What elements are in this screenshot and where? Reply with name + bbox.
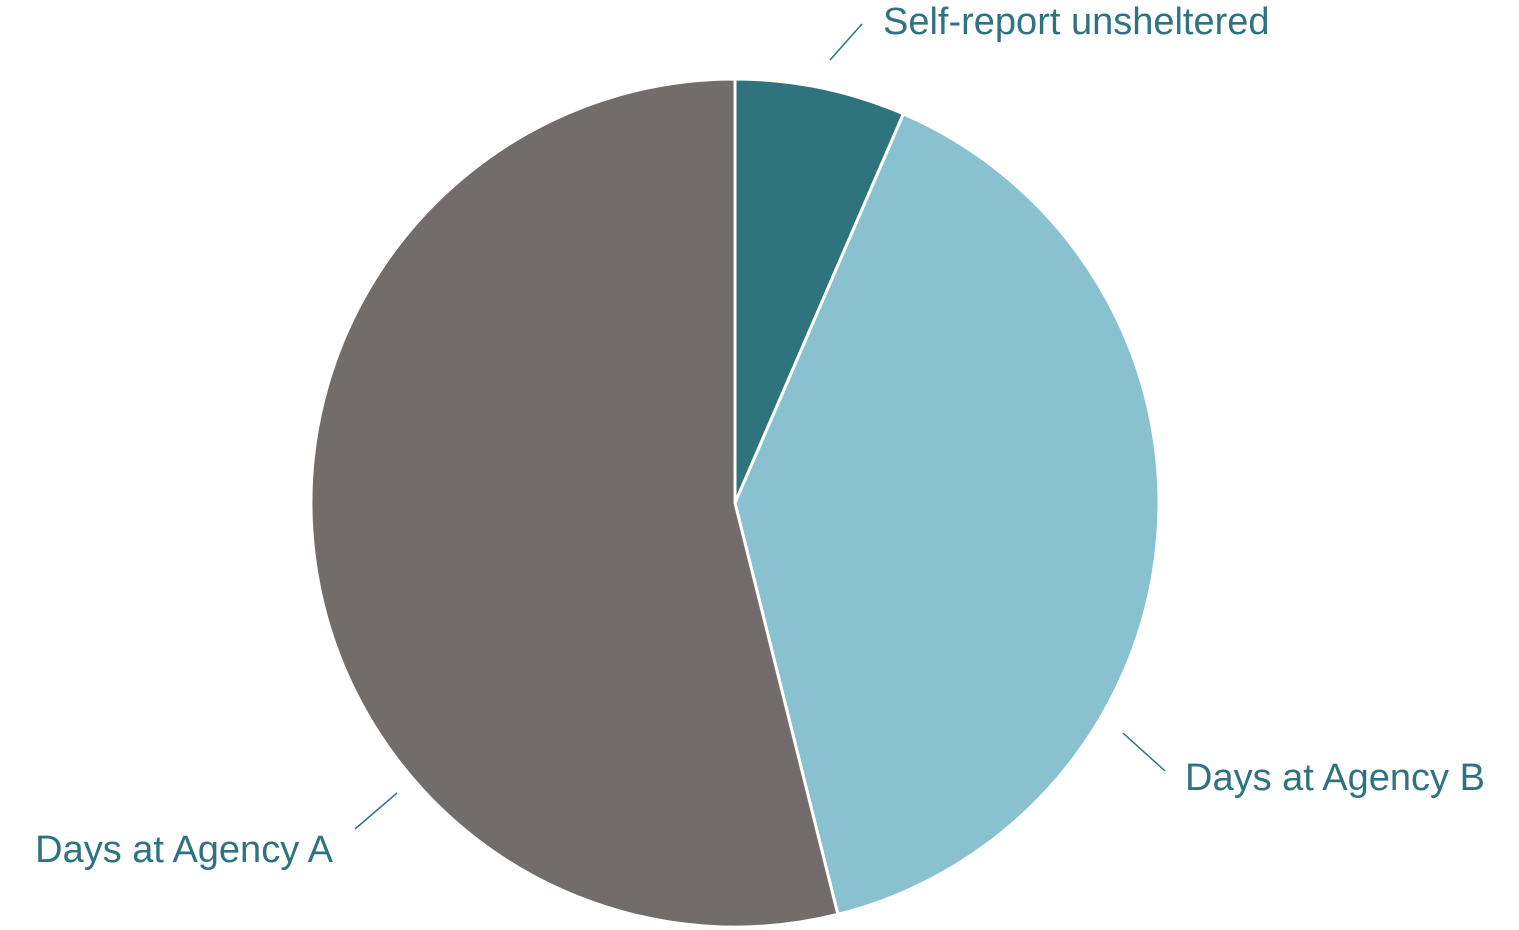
leader-line [354, 792, 398, 830]
slice-label: Days at Agency A [35, 829, 333, 871]
slice-label: Days at Agency B [1185, 757, 1485, 799]
pie-slice [733, 112, 1161, 916]
slice-label: Self-report unsheltered [883, 1, 1270, 43]
pie-slice [733, 77, 905, 505]
leader-line [1122, 732, 1166, 772]
pie-slice [309, 77, 840, 929]
leader-line [829, 23, 863, 61]
